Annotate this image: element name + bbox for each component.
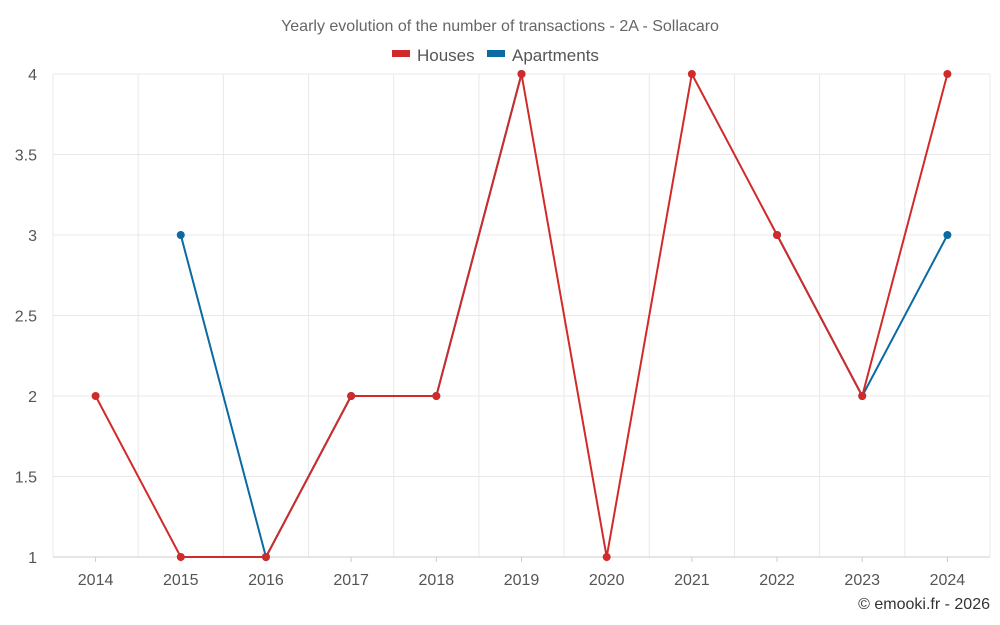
data-point-houses[interactable] [261, 553, 270, 561]
series [91, 70, 952, 561]
legend-label-apartments: Apartments [512, 46, 599, 65]
x-tick-label: 2024 [930, 572, 966, 589]
legend-swatch-houses [392, 50, 410, 57]
y-tick-label: 2 [28, 389, 37, 406]
data-point-houses[interactable] [773, 231, 782, 239]
series-houses [91, 70, 952, 561]
data-point-houses[interactable] [517, 70, 526, 78]
x-tick-label: 2018 [419, 572, 455, 589]
y-tick-label: 3.5 [15, 148, 37, 165]
legend-label-houses: Houses [417, 46, 475, 65]
y-tick-label: 2.5 [15, 309, 37, 326]
x-tick-label: 2016 [248, 572, 284, 589]
x-tick-label: 2020 [589, 572, 625, 589]
axes: 1 1.5 2 2.5 3 3.5 4 2014 2015 2016 2017 2018 2019 202… [15, 67, 990, 589]
gridlines [52, 73, 991, 558]
legend-item-apartments[interactable]: Apartments [487, 46, 599, 65]
x-tick-label: 2023 [844, 572, 880, 589]
data-point-houses[interactable] [858, 392, 867, 400]
data-point-houses[interactable] [432, 392, 441, 400]
data-point-houses[interactable] [347, 392, 356, 400]
credit-text: © emooki.fr - 2026 [858, 596, 990, 613]
data-point-houses[interactable] [602, 553, 611, 561]
x-tick-label: 2022 [759, 572, 795, 589]
y-tick-label: 3 [28, 228, 37, 245]
x-tick-label: 2021 [674, 572, 710, 589]
x-tick-label: 2015 [163, 572, 199, 589]
data-point-apartments[interactable] [176, 231, 185, 239]
y-tick-label: 1.5 [15, 470, 37, 487]
data-point-houses[interactable] [91, 392, 100, 400]
chart-title: Yearly evolution of the number of transa… [281, 18, 719, 35]
data-point-houses[interactable] [687, 70, 696, 78]
x-tick-label: 2014 [78, 572, 114, 589]
data-point-houses[interactable] [943, 70, 952, 78]
legend-item-houses[interactable]: Houses [392, 46, 475, 65]
y-tick-label: 1 [28, 550, 37, 567]
legend: Houses Apartments [392, 46, 599, 65]
y-tick-label: 4 [28, 67, 37, 84]
data-point-houses[interactable] [176, 553, 185, 561]
x-tick-label: 2017 [333, 572, 369, 589]
data-point-apartments[interactable] [943, 231, 952, 239]
legend-swatch-apartments [487, 50, 505, 57]
x-tick-label: 2019 [504, 572, 540, 589]
